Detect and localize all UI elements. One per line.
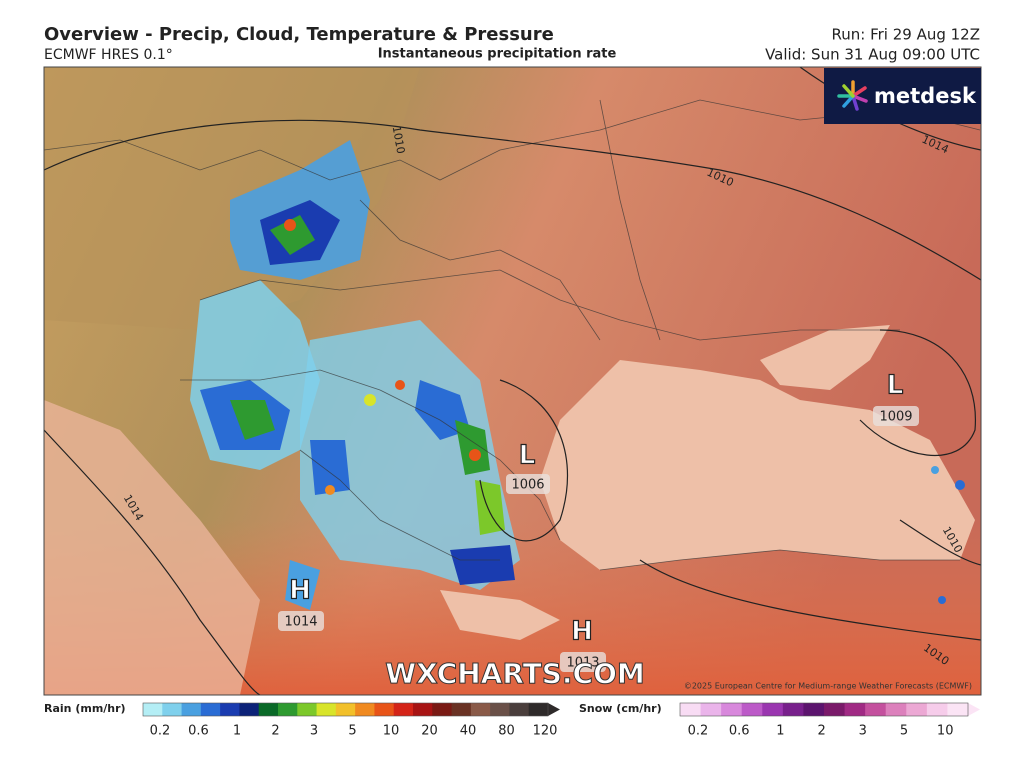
color-swatch <box>181 703 202 716</box>
color-swatch <box>355 703 375 716</box>
snow-colorbar: 0.2 0.6 1 2 3 5 10 <box>679 702 980 739</box>
colorbar-tick-label: 80 <box>498 724 515 739</box>
color-swatch <box>239 703 260 716</box>
color-swatch <box>200 703 221 716</box>
colorbar-frame <box>142 702 549 717</box>
colorbar-tick-label: 3 <box>310 724 318 739</box>
color-swatch <box>926 703 948 716</box>
copyright: ©2025 European Centre for Medium-range W… <box>684 682 972 691</box>
color-swatch <box>258 703 279 716</box>
color-swatch <box>906 703 928 716</box>
colorbar-arrow <box>548 703 560 716</box>
color-swatch <box>509 703 530 716</box>
color-swatch <box>413 703 433 716</box>
colorbar-tick-label: 0.6 <box>188 724 209 739</box>
colorbar-arrow <box>968 703 980 716</box>
map-frame <box>43 66 982 696</box>
title: Overview - Precip, Cloud, Temperature & … <box>44 24 554 45</box>
colorbar-tick-label: 2 <box>271 724 279 739</box>
colorbar-tick-label: 0.2 <box>688 724 709 739</box>
isobar-label: 1010 <box>390 125 408 155</box>
colorbar-tick-label: 10 <box>383 724 400 739</box>
color-swatch <box>824 703 846 716</box>
color-swatch <box>297 703 318 716</box>
colorbar-tick-label: 0.6 <box>729 724 750 739</box>
color-swatch <box>316 703 337 716</box>
colorbar-tick-label: 10 <box>937 724 954 739</box>
run: Run: Fri 29 Aug 12Z <box>832 26 981 44</box>
color-swatch <box>374 703 395 716</box>
colorbar-tick-label: 20 <box>421 724 438 739</box>
color-swatch <box>451 703 472 716</box>
center-box <box>506 474 550 494</box>
center-box <box>560 652 606 672</box>
color-swatch <box>278 703 298 716</box>
watermark: WXCHARTS.COM <box>385 657 645 690</box>
color-swatch <box>700 703 722 716</box>
isobars <box>44 67 981 695</box>
colorbar-tick-label: 3 <box>859 724 867 739</box>
center-letter: L <box>519 441 536 471</box>
color-swatch <box>470 703 491 716</box>
colorbar-tick-label: 1 <box>776 724 784 739</box>
center-value: 1009 <box>879 410 912 425</box>
model: ECMWF HRES 0.1° <box>44 47 173 63</box>
colorbar-tick-label: 5 <box>348 724 356 739</box>
colorbar-tick-label: 120 <box>533 724 558 739</box>
color-swatch <box>741 703 763 716</box>
colorbar-tick-label: 2 <box>817 724 825 739</box>
snow-legend-label: Snow (cm/hr) <box>579 702 662 715</box>
center-letter: H <box>571 617 593 647</box>
color-swatch <box>865 703 887 716</box>
color-swatch <box>782 703 804 716</box>
color-swatch <box>803 703 825 716</box>
color-swatch <box>335 703 356 716</box>
valid: Valid: Sun 31 Aug 09:00 UTC <box>765 46 980 64</box>
color-swatch <box>844 703 866 716</box>
colorbar-tick-label: 5 <box>900 724 908 739</box>
marmara <box>440 590 560 640</box>
logo-text: metdesk <box>874 84 977 108</box>
center-value: 1006 <box>511 478 544 493</box>
logo: metdesk <box>824 68 981 124</box>
center-box <box>278 611 324 631</box>
colorbar-tick-label: 0.2 <box>150 724 171 739</box>
map: 1010 1010 1014 1014 1010 1010 L 1006 L 1… <box>44 67 981 695</box>
color-swatch <box>162 703 183 716</box>
colorbar-frame <box>679 702 969 717</box>
color-swatch <box>721 703 743 716</box>
center-box <box>873 406 919 426</box>
precipitation <box>190 140 965 610</box>
color-swatch <box>432 703 453 716</box>
borders <box>44 99 981 571</box>
adriatic <box>44 400 260 695</box>
center-value: 1013 <box>566 656 599 671</box>
center-letter: H <box>289 576 311 606</box>
subtitle: Instantaneous precipitation rate <box>378 47 617 62</box>
rain-colorbar: 0.2 0.6 1 2 3 5 10 20 40 80 120 <box>142 702 560 739</box>
color-swatch <box>885 703 907 716</box>
color-swatch <box>490 703 510 716</box>
color-swatch <box>143 703 163 716</box>
sea-of-azov <box>760 325 890 390</box>
color-swatch <box>393 703 414 716</box>
colorbar-tick-label: 1 <box>233 724 241 739</box>
black-sea <box>540 360 975 570</box>
colorbar-tick-label: 40 <box>460 724 477 739</box>
color-swatch <box>220 703 240 716</box>
center-value: 1014 <box>284 615 317 630</box>
logo-mark <box>837 80 868 111</box>
rain-legend-label: Rain (mm/hr) <box>44 702 126 715</box>
color-swatch <box>528 703 549 716</box>
center-letter: L <box>887 371 904 401</box>
color-swatch <box>947 703 969 716</box>
pressure-centers: L 1006 L 1009 H 1014 H 1013 <box>278 370 919 672</box>
color-swatch <box>762 703 784 716</box>
color-swatch <box>680 703 702 716</box>
